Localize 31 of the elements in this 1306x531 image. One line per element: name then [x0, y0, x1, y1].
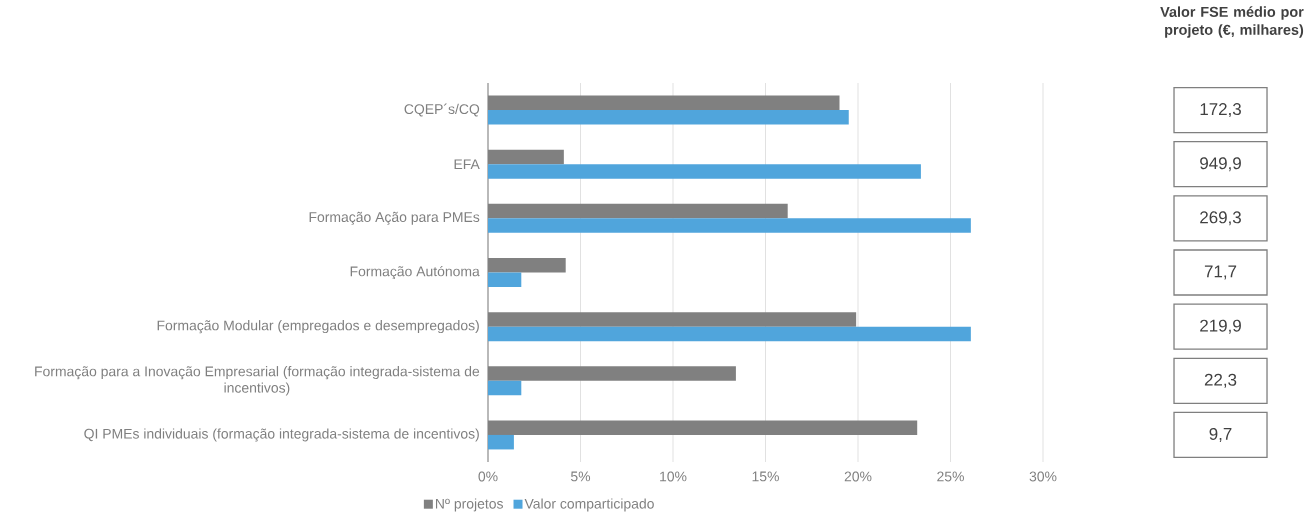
x-tick-label: 20%: [844, 471, 872, 482]
x-tick-label: 15%: [752, 471, 779, 482]
text: 219,9: [1200, 319, 1241, 334]
legend-label: Valor comparticipado: [524, 498, 654, 512]
y-tick-label: EFA: [454, 159, 480, 170]
x-tick-label: 30%: [1029, 471, 1057, 482]
y-tick-label: Formação Ação para PMEs: [309, 211, 480, 225]
x-tick-label: 25%: [937, 471, 964, 482]
text: 172,3: [1200, 103, 1241, 118]
bar: [488, 272, 522, 287]
text: 71,7: [1204, 265, 1237, 280]
bar: [488, 380, 522, 396]
text: 949,9: [1200, 157, 1241, 172]
x-tick-label: 5%: [570, 471, 591, 482]
y-tick-label: QI PMEs individuais (formação integrada-sistema de incentivos): [84, 428, 479, 442]
text: 22,3: [1204, 373, 1237, 388]
bar: [488, 110, 849, 125]
bar: [488, 218, 971, 233]
text: 269,3: [1200, 211, 1241, 226]
y-tick-label: Formação Autónoma: [350, 265, 480, 280]
y-tick-label: Formação Modular (empregados e desempregados): [157, 320, 479, 334]
x-tick-label: 0%: [478, 471, 498, 482]
x-tick-label: 10%: [660, 471, 687, 482]
y-tick-label: CQEP´s/CQ: [404, 103, 480, 117]
text: 9,7: [1209, 427, 1232, 442]
y-tick-label: Formação para a Inovação Empresarial (formação integrada-sistema de incentivos): [35, 366, 480, 396]
text: Valor FSE médio por projeto (€, milhares): [1160, 6, 1304, 38]
bar: [488, 164, 921, 179]
bar: [488, 326, 971, 342]
legend-label: Nº projetos: [435, 498, 503, 512]
bar: [488, 434, 514, 450]
